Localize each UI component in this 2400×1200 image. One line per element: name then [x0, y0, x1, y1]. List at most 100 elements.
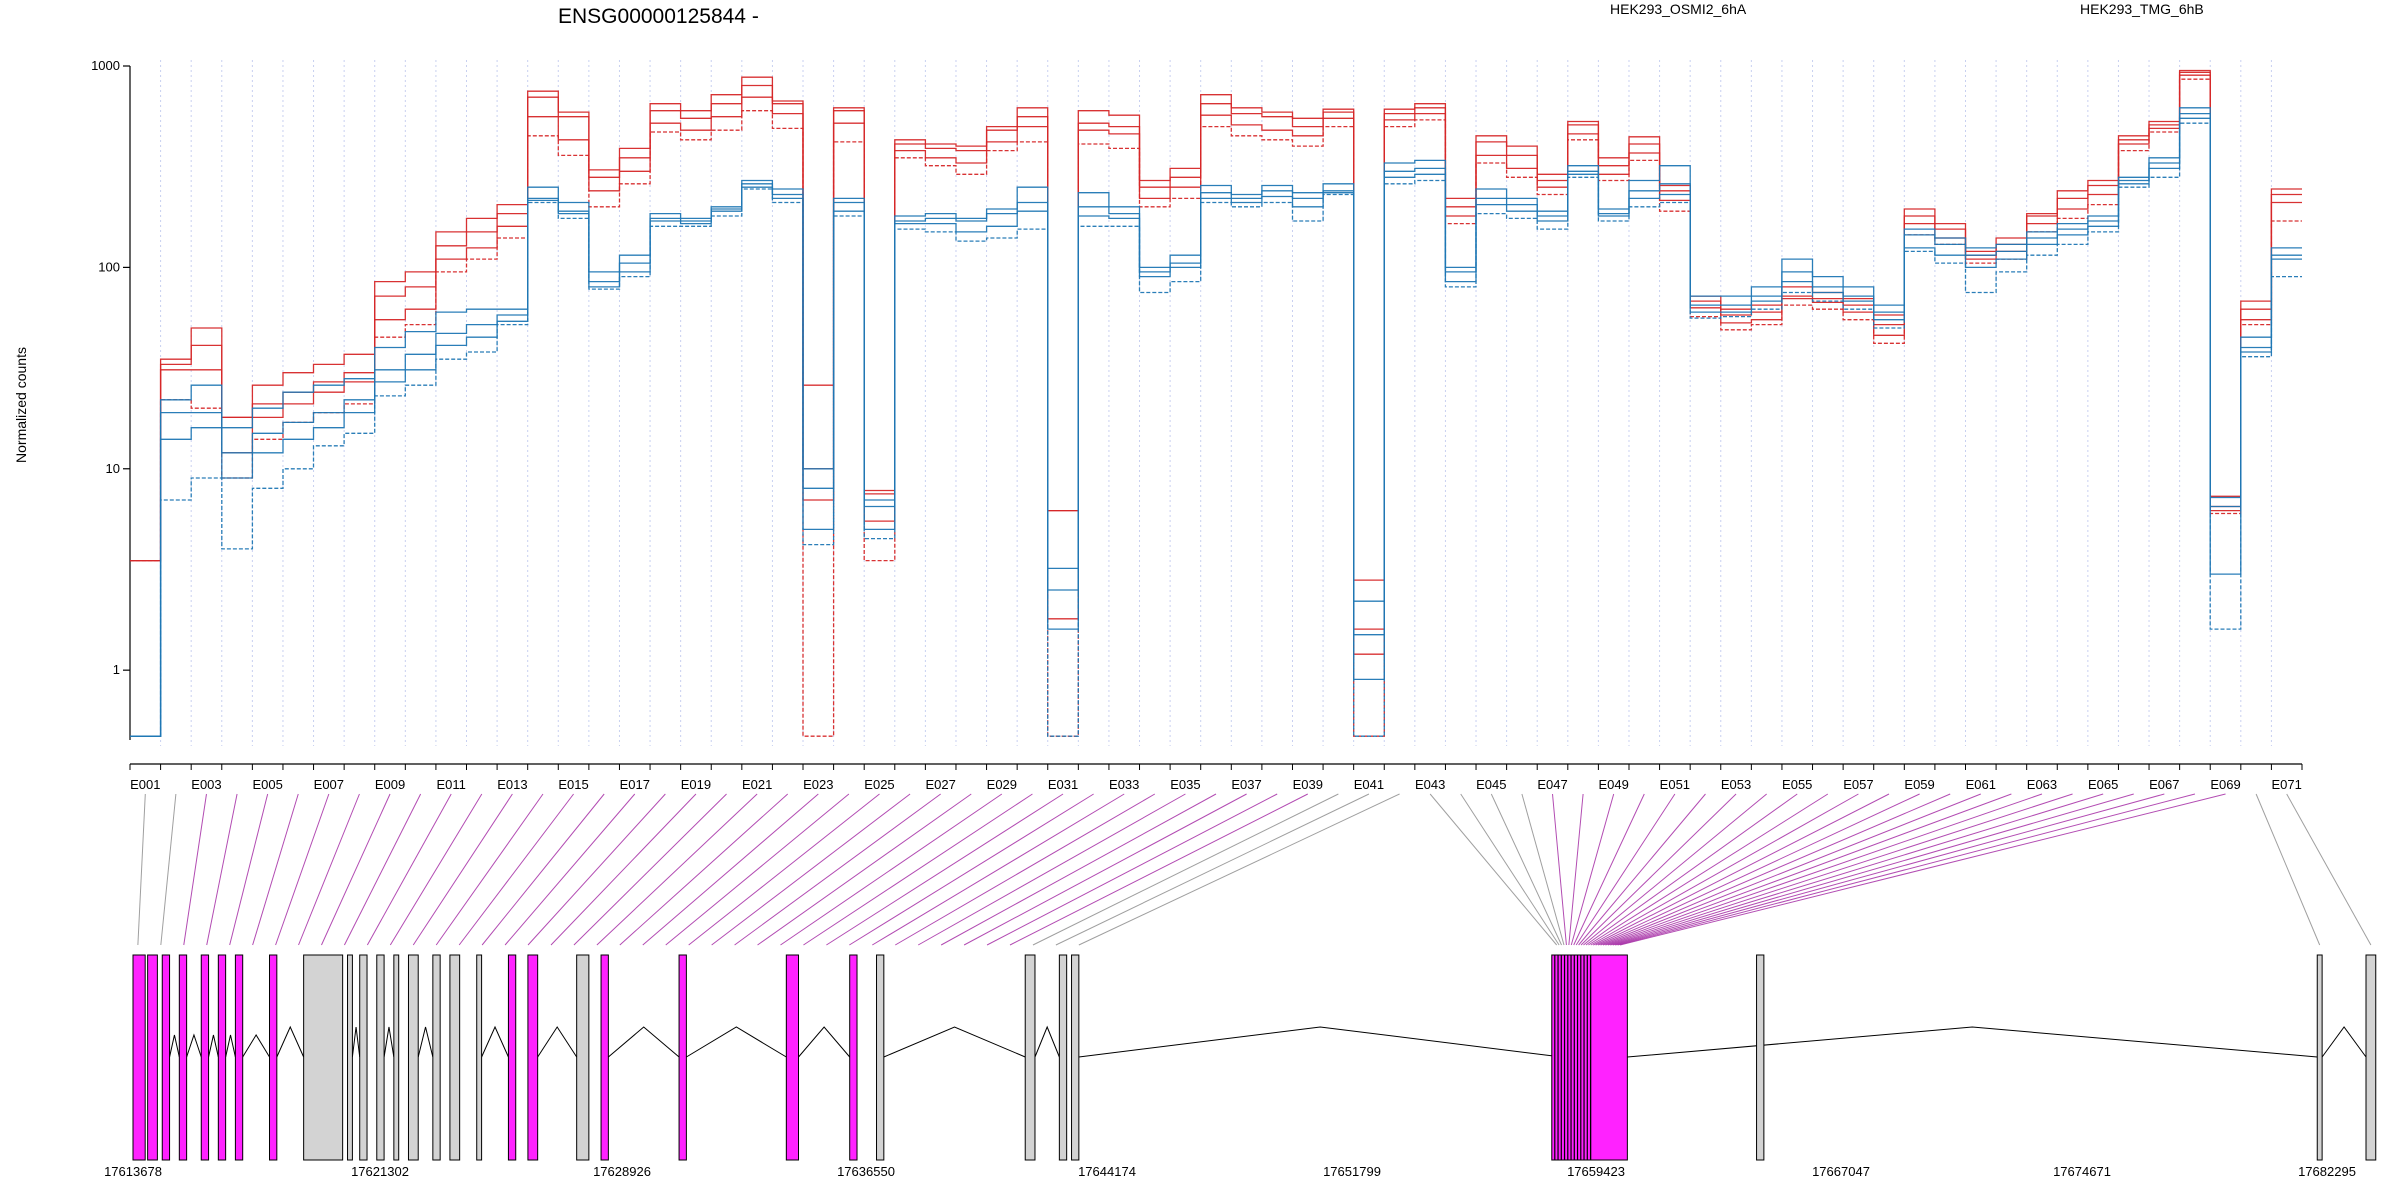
exon-link-significant [711, 793, 911, 946]
x-tick-label: E047 [1537, 777, 1567, 792]
intron [537, 1026, 578, 1058]
exon-link-significant [1585, 793, 1798, 946]
x-tick-label: E065 [2088, 777, 2118, 792]
x-tick-label: E063 [2027, 777, 2057, 792]
coordinate-label: 17621302 [351, 1164, 409, 1179]
intron [1034, 1025, 1060, 1058]
intron [169, 1034, 180, 1058]
grid-lines [160, 60, 2272, 746]
x-tick-label: E035 [1170, 777, 1200, 792]
exon-link-significant [642, 793, 819, 946]
x-tick-label: E025 [864, 777, 894, 792]
significant-exon [217, 954, 227, 1161]
exon-link-significant [1619, 793, 2226, 946]
exon [376, 954, 385, 1161]
series-line-3 [130, 74, 2302, 655]
significant-exon [132, 954, 146, 1161]
exon-link-significant [343, 793, 422, 946]
significant-exon [527, 954, 539, 1161]
genomic-coordinate-axis: 17613678 17621302 17628926 17636550 17644174… [104, 1164, 2356, 1179]
intron [186, 1033, 202, 1058]
exon-link-significant [688, 793, 880, 946]
coordinate-label: 17636550 [837, 1164, 895, 1179]
exon [476, 954, 483, 1161]
y-axis-label: Normalized counts [13, 347, 29, 463]
exon-link-significant [849, 793, 1094, 946]
significant-exon [785, 954, 800, 1161]
coordinate-label: 17667047 [1812, 1164, 1870, 1179]
exon-link-significant [757, 793, 972, 946]
exon-link [1429, 793, 1558, 946]
x-tick-label: E011 [437, 777, 466, 792]
exon-link [137, 793, 146, 946]
x-tick-label: E049 [1599, 777, 1629, 792]
intron [351, 1026, 361, 1058]
y-tick-label: 1 [113, 662, 120, 677]
exon-link-significant [550, 793, 697, 946]
exon-link-significant [780, 793, 1003, 946]
exon-link-significant [963, 793, 1247, 946]
exon-link-significant [917, 793, 1186, 946]
significant-exon [269, 954, 278, 1161]
exon-link [1078, 793, 1400, 946]
series-line-4 [130, 78, 2302, 737]
exon-link-significant [1578, 793, 1706, 946]
exon-link-significant [803, 793, 1033, 946]
x-tick-label: E055 [1782, 777, 1812, 792]
exon-link [1055, 793, 1370, 946]
x-tick-label: E021 [742, 777, 772, 792]
coordinate-label: 17613678 [104, 1164, 162, 1179]
exon-link-significant [1607, 793, 2073, 946]
exon-link-significant [1610, 793, 2104, 946]
exon-link-significant [321, 793, 391, 946]
exon-link-significant [1605, 793, 2043, 946]
exon-link-significant [458, 793, 574, 946]
exon-link-significant [940, 793, 1217, 946]
exon [449, 954, 461, 1161]
significant-exon [1590, 954, 1628, 1161]
intron [225, 1034, 236, 1058]
y-tick-label: 10 [106, 461, 120, 476]
series-line-1 [130, 69, 2302, 581]
significant-exon [234, 954, 244, 1161]
exon-link [2286, 793, 2372, 946]
x-tick-label: E051 [1660, 777, 1690, 792]
series-line-6 [130, 112, 2302, 737]
chart-title: ENSG00000125844 - [558, 5, 759, 28]
intron [883, 1026, 1026, 1058]
x-tick-label: E005 [252, 777, 282, 792]
exon-link-significant [665, 793, 850, 946]
coordinate-label: 17628926 [593, 1164, 651, 1179]
gene-model [132, 954, 2377, 1161]
coordinate-label: 17659423 [1567, 1164, 1625, 1179]
x-tick-label: E053 [1721, 777, 1751, 792]
exon-link-significant [1570, 793, 1615, 946]
exon-link-significant [1602, 793, 2012, 946]
exon-link [1032, 793, 1339, 946]
x-tick-label: E027 [925, 777, 955, 792]
significant-exon [161, 954, 171, 1161]
exon [1756, 954, 1765, 1161]
x-tick-label: E001 [130, 777, 160, 792]
exon-link-significant [1552, 793, 1567, 946]
significant-exon [600, 954, 609, 1161]
x-tick-label: E009 [375, 777, 405, 792]
exon-link-significant [229, 793, 269, 946]
x-tick-label: E037 [1231, 777, 1261, 792]
x-tick-label: E007 [314, 777, 344, 792]
exon-link-significant [435, 793, 544, 946]
exon-link-significant [206, 793, 238, 946]
exon-link-significant [1588, 793, 1829, 946]
significant-exon [507, 954, 517, 1161]
x-tick-label: E067 [2149, 777, 2179, 792]
exon-link-significant [298, 793, 360, 946]
x-tick-label: E061 [1966, 777, 1996, 792]
exon [2316, 954, 2323, 1161]
x-tick-label: E019 [681, 777, 711, 792]
intron [383, 1026, 395, 1058]
x-tick-label: E057 [1843, 777, 1873, 792]
x-tick-label: E043 [1415, 777, 1445, 792]
exon-link [160, 793, 177, 946]
axes: 1 10 100 1000 [91, 58, 131, 740]
